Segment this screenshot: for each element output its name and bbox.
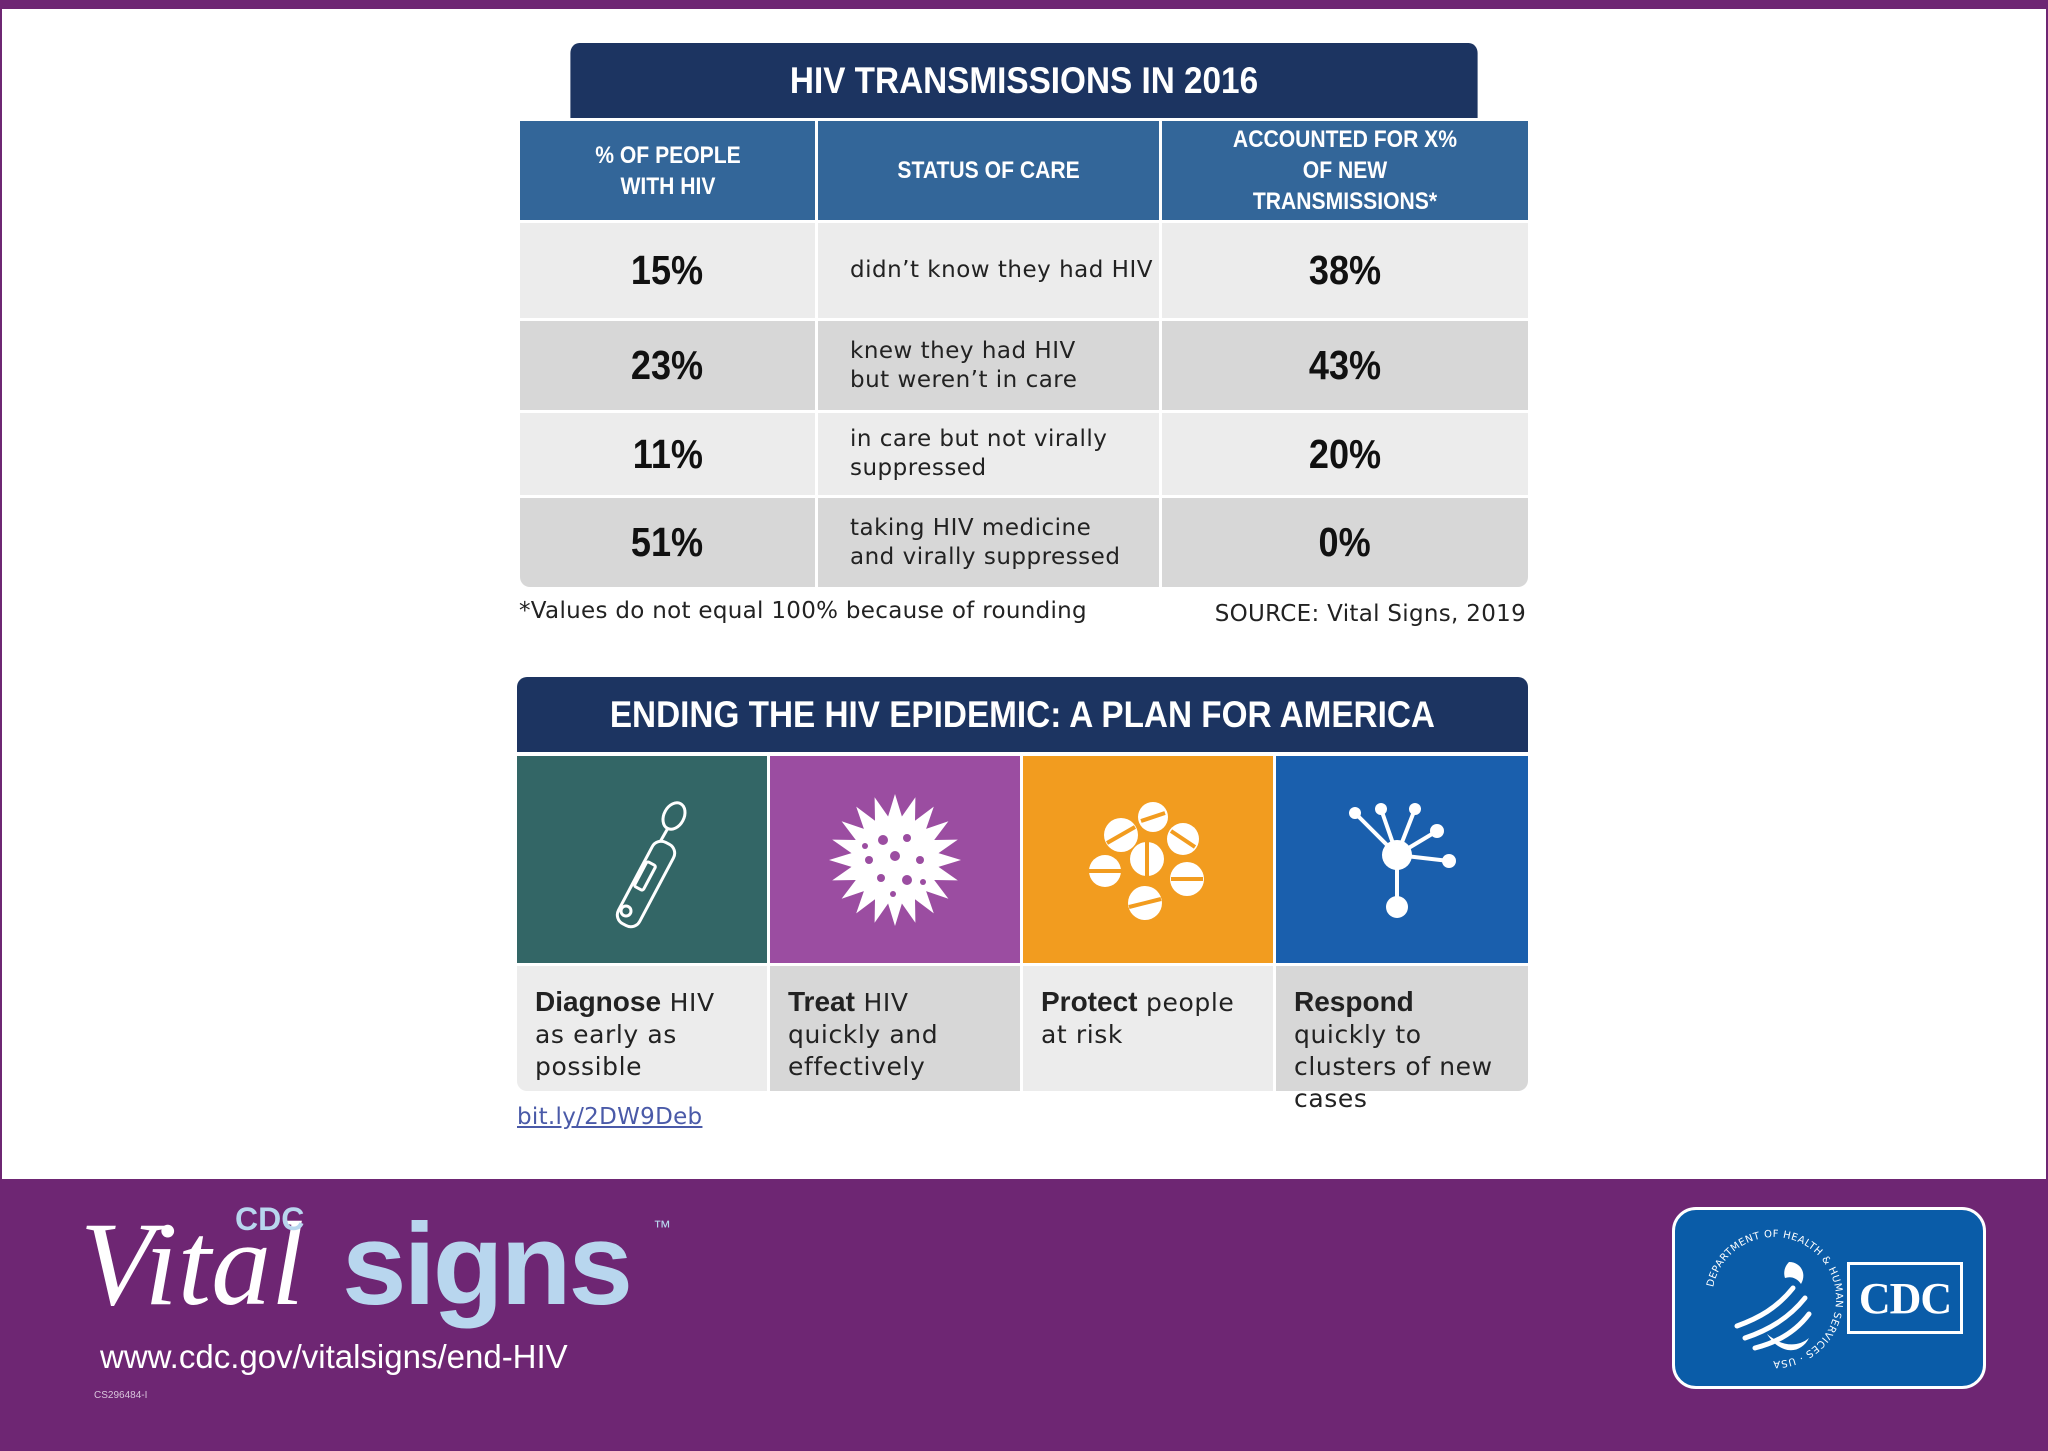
header-percent-people-label: % OF PEOPLE WITH HIV: [594, 141, 741, 200]
vitalsigns-logo: Vital CDC signs ™: [80, 1197, 720, 1330]
percent-transmissions-cell: 38%: [1162, 223, 1528, 318]
respond-tile: [1276, 756, 1528, 963]
logo-vital: Vital: [80, 1197, 305, 1330]
table-grid: % OF PEOPLE WITH HIV STATUS OF CARE ACCO…: [520, 118, 1528, 587]
header-status: STATUS OF CARE: [818, 121, 1159, 220]
plan-grid: Diagnose HIV as early as possible Treat …: [517, 756, 1528, 1113]
status-cell: taking HIV medicine and virally suppress…: [818, 498, 1159, 587]
plan-link[interactable]: bit.ly/2DW9Deb: [517, 1104, 703, 1130]
hhs-seal-icon: DEPARTMENT OF HEALTH & HUMAN SERVICES · …: [1705, 1229, 1844, 1369]
cdc-badge: DEPARTMENT OF HEALTH & HUMAN SERVICES · …: [1672, 1207, 1986, 1389]
plan-panel: ENDING THE HIV EPIDEMIC: A PLAN FOR AMER…: [517, 677, 1528, 1113]
diagnose-tile: [517, 756, 767, 963]
percent-people-cell: 23%: [520, 321, 815, 410]
network-cluster-icon: [1349, 802, 1456, 918]
respond-text: Respond quickly to clusters of new cases: [1276, 966, 1528, 1113]
header-percent-people: % OF PEOPLE WITH HIV: [520, 121, 815, 220]
footer-url[interactable]: www.cdc.gov/vitalsigns/end-HIV: [100, 1338, 568, 1375]
header-percent-transmissions-label: ACCOUNTED FOR X% OF NEW TRANSMISSIONS*: [1232, 126, 1458, 215]
transmissions-table: HIV TRANSMISSIONS IN 2016 % OF PEOPLE WI…: [520, 43, 1528, 587]
status-cell: in care but not virally suppressed: [818, 413, 1159, 495]
table-source: SOURCE: Vital Signs, 2019: [1214, 601, 1526, 627]
percent-people-cell: 15%: [520, 223, 815, 318]
protect-tile: [1023, 756, 1273, 963]
publication-code: CS296484-I: [94, 1390, 148, 1401]
top-border: [0, 0, 2048, 9]
left-border: [0, 9, 2, 1179]
table-footnote: *Values do not equal 100% because of rou…: [519, 598, 1087, 624]
protect-text: Protect people at risk: [1023, 966, 1273, 1091]
right-border: [2046, 9, 2048, 1179]
percent-transmissions-cell: 43%: [1162, 321, 1528, 410]
table-title: HIV TRANSMISSIONS IN 2016: [570, 43, 1478, 118]
percent-people-cell: 51%: [520, 498, 815, 587]
diagnose-text: Diagnose HIV as early as possible: [517, 966, 767, 1091]
status-cell: didn’t know they had HIV: [818, 223, 1159, 318]
cdc-logo: CDC: [1847, 1262, 1963, 1334]
header-percent-transmissions: ACCOUNTED FOR X% OF NEW TRANSMISSIONS*: [1162, 121, 1528, 220]
logo-cdc: CDC: [235, 1201, 305, 1237]
percent-transmissions-cell: 20%: [1162, 413, 1528, 495]
percent-transmissions-cell: 0%: [1162, 498, 1528, 587]
svg-text:DEPARTMENT OF HEALTH & HUMAN S: DEPARTMENT OF HEALTH & HUMAN SERVICES · …: [1705, 1229, 1844, 1369]
virus-icon: [829, 793, 961, 926]
plan-title: ENDING THE HIV EPIDEMIC: A PLAN FOR AMER…: [517, 677, 1528, 752]
logo-trademark: ™: [653, 1217, 671, 1237]
status-cell: knew they had HIV but weren’t in care: [818, 321, 1159, 410]
logo-signs: signs: [342, 1199, 633, 1329]
percent-people-cell: 11%: [520, 413, 815, 495]
treat-text: Treat HIV quickly and effectively: [770, 966, 1020, 1091]
test-stick-icon: [615, 800, 687, 928]
pills-icon: [1089, 801, 1204, 920]
treat-tile: [770, 756, 1020, 963]
header-status-label: STATUS OF CARE: [897, 157, 1080, 184]
